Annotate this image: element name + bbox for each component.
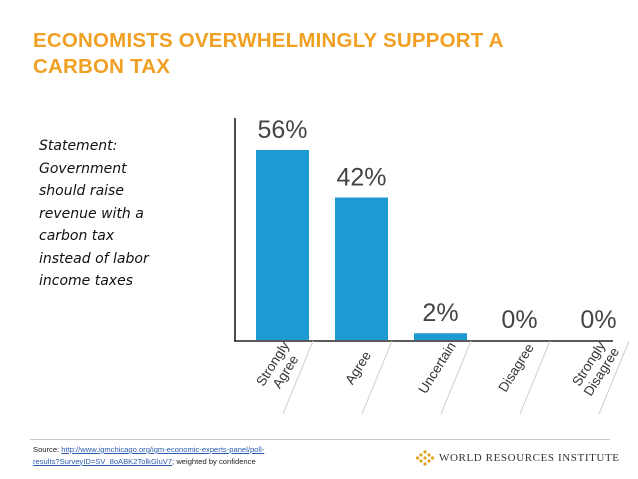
bar [256,150,309,340]
value-label: 42% [336,164,386,192]
statement-line: revenue with a [39,205,144,222]
bar [335,197,388,340]
category-label: Disagree [495,341,536,395]
category-separator [598,340,630,415]
category-separator [440,340,472,415]
source-prefix: Source: [33,445,62,454]
statement-line: should raise [39,183,124,199]
footer-divider [30,439,610,440]
category-separator [361,340,393,415]
source-link[interactable]: http://www.igmchicago.org/igm-economic-e… [33,445,264,466]
category-separator [282,340,314,415]
wri-logo: WORLD RESOURCES INSTITUTE [415,450,620,466]
category-label: StronglyDisagree [568,337,622,399]
title-line-2: CARBON TAX [33,55,171,78]
bar [414,333,467,340]
statement-line: income taxes [39,273,133,289]
slide-title: ECONOMISTS OVERWHELMINGLY SUPPORT A CARB… [33,28,623,80]
source-note: Source: http://www.igmchicago.org/igm-ec… [33,444,333,467]
title-line-1: ECONOMISTS OVERWHELMINGLY SUPPORT A [33,29,504,52]
category-label: Agree [342,348,374,387]
value-label: 0% [501,306,537,334]
statement-line: Government [39,160,127,177]
source-url-line-2: results?SurveyID=SV_8oABK2TolkGluV7 [33,456,173,466]
logo-text: WORLD RESOURCES INSTITUTE [439,452,620,464]
source-url-line-1: http://www.igmchicago.org/igm-economic-e… [61,445,265,454]
statement-line: instead of labor [39,250,149,267]
value-label: 0% [580,306,616,334]
statement-text: Statement: Government should raise reven… [39,135,214,293]
value-label: 2% [422,299,458,327]
source-suffix: ; weighted by confidence [172,456,256,466]
statement-line: carbon tax [39,228,115,244]
category-label: StronglyAgree [253,339,305,397]
wri-logo-icon [415,450,435,466]
statement-line: Statement: [39,138,118,154]
category-separator [519,340,551,415]
value-label: 56% [257,116,307,144]
